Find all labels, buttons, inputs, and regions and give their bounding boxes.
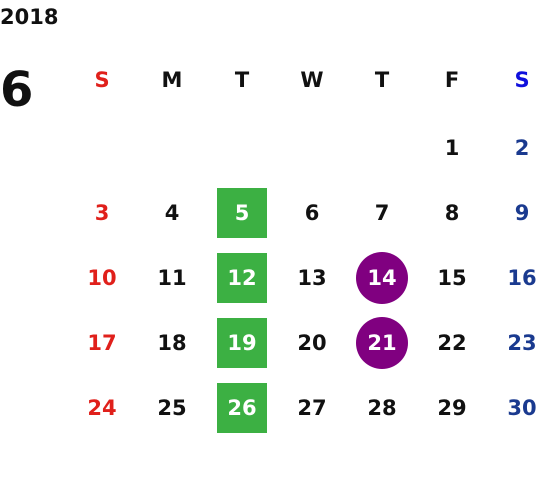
day-number: 25 xyxy=(157,395,187,420)
day-number: 4 xyxy=(164,200,180,225)
weekday-header-thursday: T xyxy=(374,68,390,92)
day-number-highlighted-green: 12 xyxy=(217,252,267,303)
day-cell: 30 xyxy=(487,375,548,440)
day-cell: 13 xyxy=(277,245,347,310)
day-cell: 22 xyxy=(417,310,487,375)
day-number: 28 xyxy=(367,395,397,420)
day-cell: 27 xyxy=(277,375,347,440)
weekday-header-friday: F xyxy=(444,68,460,92)
weekday-header-monday: M xyxy=(161,68,183,92)
day-number: 1 xyxy=(444,135,460,160)
day-number: 9 xyxy=(514,200,530,225)
day-cell xyxy=(277,115,347,180)
day-number: 2 xyxy=(514,135,530,160)
day-number: 27 xyxy=(297,395,327,420)
day-number-highlighted-purple: 14 xyxy=(356,251,408,304)
week-row: 24 25 26 27 28 29 30 xyxy=(67,375,548,440)
calendar-grid: S M T W T F S 1 2 3 4 5 6 7 8 9 10 11 12… xyxy=(67,45,548,440)
day-cell: 14 xyxy=(347,245,417,310)
week-row: 10 11 12 13 14 15 16 xyxy=(67,245,548,310)
day-number: 17 xyxy=(87,330,117,355)
day-cell xyxy=(347,115,417,180)
day-cell: 12 xyxy=(207,245,277,310)
day-number: 16 xyxy=(507,265,537,290)
weekday-header-row: S M T W T F S xyxy=(67,45,548,115)
day-cell: 9 xyxy=(487,180,548,245)
day-cell: 6 xyxy=(277,180,347,245)
day-cell: 29 xyxy=(417,375,487,440)
day-cell: 3 xyxy=(67,180,137,245)
day-cell: 19 xyxy=(207,310,277,375)
week-row: 1 2 xyxy=(67,115,548,180)
day-cell: 23 xyxy=(487,310,548,375)
day-number-highlighted-green: 19 xyxy=(217,317,267,368)
day-number: 24 xyxy=(87,395,117,420)
week-row: 17 18 19 20 21 22 23 xyxy=(67,310,548,375)
day-cell: 25 xyxy=(137,375,207,440)
day-number: 3 xyxy=(94,200,110,225)
weekday-header-saturday: S xyxy=(514,68,530,92)
day-cell: 15 xyxy=(417,245,487,310)
day-number-highlighted-green: 5 xyxy=(217,187,267,238)
day-cell: 16 xyxy=(487,245,548,310)
day-cell xyxy=(207,115,277,180)
day-cell: 21 xyxy=(347,310,417,375)
day-cell: 4 xyxy=(137,180,207,245)
day-number: 22 xyxy=(437,330,467,355)
day-number: 29 xyxy=(437,395,467,420)
day-number: 30 xyxy=(507,395,537,420)
day-cell: 10 xyxy=(67,245,137,310)
day-cell: 11 xyxy=(137,245,207,310)
day-number-highlighted-green: 26 xyxy=(217,382,267,433)
day-number: 18 xyxy=(157,330,187,355)
day-cell: 18 xyxy=(137,310,207,375)
day-number: 23 xyxy=(507,330,537,355)
day-number: 6 xyxy=(304,200,320,225)
day-cell: 5 xyxy=(207,180,277,245)
day-cell: 1 xyxy=(417,115,487,180)
day-number: 13 xyxy=(297,265,327,290)
year-label: 2018 xyxy=(0,5,59,29)
day-cell: 17 xyxy=(67,310,137,375)
day-number: 15 xyxy=(437,265,467,290)
day-cell xyxy=(137,115,207,180)
day-cell: 2 xyxy=(487,115,548,180)
day-cell: 28 xyxy=(347,375,417,440)
day-cell: 20 xyxy=(277,310,347,375)
day-number: 7 xyxy=(374,200,390,225)
day-cell: 26 xyxy=(207,375,277,440)
weekday-header-wednesday: W xyxy=(300,68,324,92)
day-number: 10 xyxy=(87,265,117,290)
day-cell: 7 xyxy=(347,180,417,245)
week-row: 3 4 5 6 7 8 9 xyxy=(67,180,548,245)
weekday-header-tuesday: T xyxy=(234,68,250,92)
day-cell: 8 xyxy=(417,180,487,245)
day-cell: 24 xyxy=(67,375,137,440)
day-number: 11 xyxy=(157,265,187,290)
day-number: 20 xyxy=(297,330,327,355)
weekday-header-sunday: S xyxy=(94,68,110,92)
day-number-highlighted-purple: 21 xyxy=(356,316,408,369)
day-number: 8 xyxy=(444,200,460,225)
day-cell xyxy=(67,115,137,180)
month-label: 6 xyxy=(0,62,34,118)
